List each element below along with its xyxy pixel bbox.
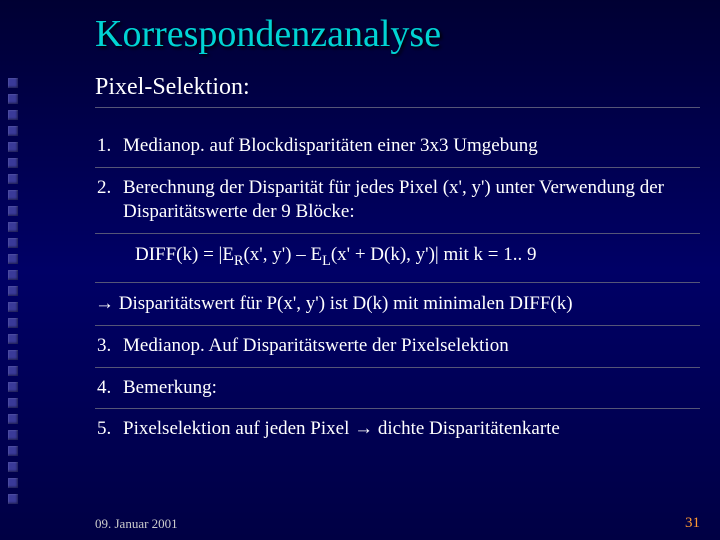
bullet-square — [8, 94, 18, 104]
item-number: 5. — [95, 417, 123, 442]
bullet-square — [8, 302, 18, 312]
bullet-square — [8, 270, 18, 280]
item-text: Berechnung der Disparität für jedes Pixe… — [123, 176, 700, 225]
item-text: Bemerkung: — [123, 376, 700, 401]
bullet-square — [8, 382, 18, 392]
bullet-square — [8, 494, 18, 504]
slide-subtitle: Pixel-Selektion: — [95, 74, 700, 108]
bullet-square — [8, 462, 18, 472]
item-number: 3. — [95, 334, 123, 359]
bullet-square — [8, 366, 18, 376]
formula-part: (x', y') – E — [243, 244, 322, 265]
bullet-square — [8, 174, 18, 184]
bullet-square — [8, 430, 18, 440]
bullet-square — [8, 238, 18, 248]
item-number: 4. — [95, 376, 123, 401]
item-number: 2. — [95, 176, 123, 225]
bullet-square — [8, 318, 18, 328]
formula-part: DIFF(k) = |E — [135, 244, 234, 265]
arrow-line: → Disparitätswert für P(x', y') ist D(k)… — [95, 283, 700, 326]
bullet-square — [8, 206, 18, 216]
bullet-square — [8, 190, 18, 200]
footer-date: 09. Januar 2001 — [95, 516, 178, 532]
bullet-square — [8, 414, 18, 424]
formula-part: (x' + D(k), y')| mit k = 1.. 9 — [331, 244, 537, 265]
item-text: Pixelselektion auf jeden Pixel → dichte … — [123, 417, 700, 442]
formula: DIFF(k) = |ER(x', y') – EL(x' + D(k), y'… — [95, 234, 700, 283]
list-item: 1. Medianop. auf Blockdisparitäten einer… — [95, 126, 700, 168]
bullet-square — [8, 398, 18, 408]
bullet-square — [8, 478, 18, 488]
bullet-square — [8, 446, 18, 456]
slide-content: Korrespondenzanalyse Pixel-Selektion: 1.… — [95, 12, 700, 450]
bullet-square — [8, 78, 18, 88]
list-item: 3. Medianop. Auf Disparitätswerte der Pi… — [95, 326, 700, 368]
bullet-square — [8, 126, 18, 136]
list-item: 4. Bemerkung: — [95, 368, 700, 410]
slide-title: Korrespondenzanalyse — [95, 12, 700, 56]
decorative-bullet-column — [8, 78, 68, 510]
item-text: Medianop. Auf Disparitätswerte der Pixel… — [123, 334, 700, 359]
item-number: 1. — [95, 134, 123, 159]
bullet-square — [8, 254, 18, 264]
bullet-square — [8, 142, 18, 152]
list-item: 5. Pixelselektion auf jeden Pixel → dich… — [95, 409, 700, 450]
formula-sub: L — [322, 253, 331, 269]
list-item: 2. Berechnung der Disparität für jedes P… — [95, 168, 700, 234]
bullet-square — [8, 222, 18, 232]
bullet-square — [8, 350, 18, 360]
item-text: Medianop. auf Blockdisparitäten einer 3x… — [123, 134, 700, 159]
bullet-square — [8, 286, 18, 296]
footer-page-number: 31 — [685, 515, 700, 532]
bullet-square — [8, 158, 18, 168]
bullet-square — [8, 334, 18, 344]
bullet-square — [8, 110, 18, 120]
